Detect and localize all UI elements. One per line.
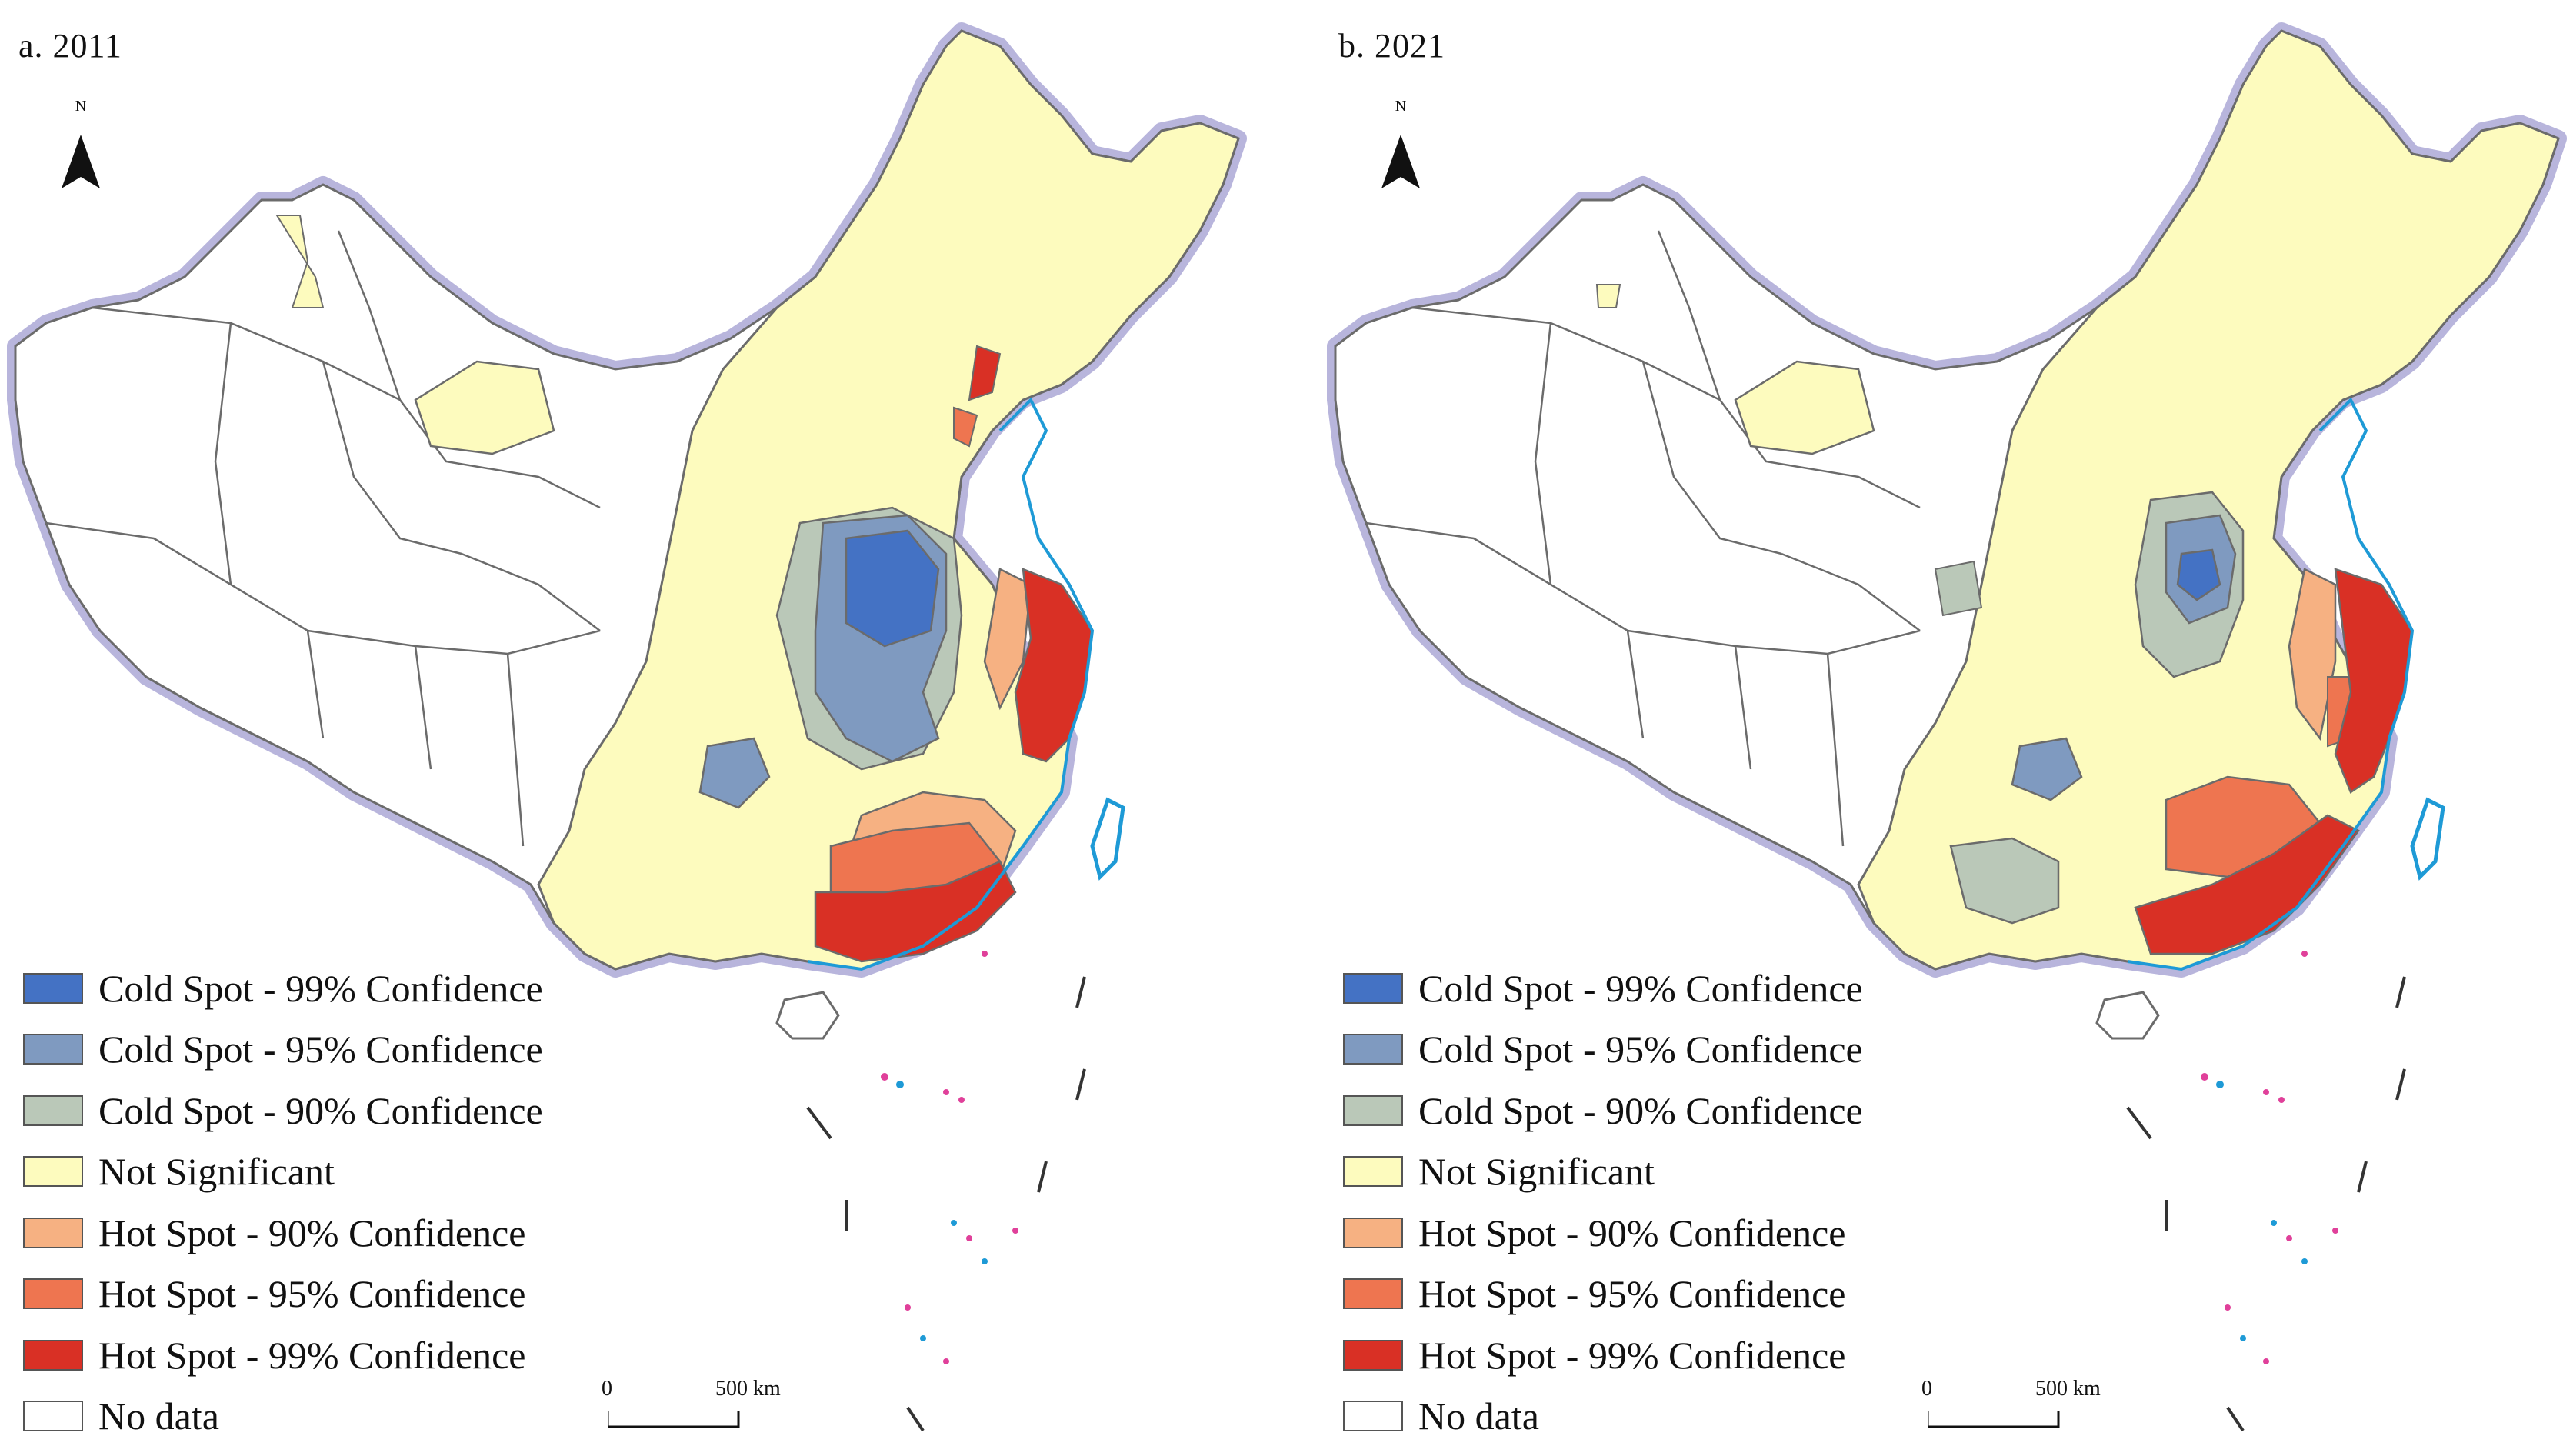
scale-end-label: 500 km: [715, 1377, 781, 1401]
legend-swatch: [1343, 1278, 1403, 1310]
legend-item: Hot Spot - 95% Confidence: [23, 1264, 543, 1325]
legend-item: Hot Spot - 90% Confidence: [1343, 1202, 1863, 1264]
legend-label: Cold Spot - 95% Confidence: [98, 1028, 543, 1071]
legend-item: Not Significant: [23, 1141, 543, 1203]
china-hotspot-map: [7, 22, 1247, 1432]
legend-swatch: [23, 1156, 83, 1188]
not-significant-north-sliver: [1595, 284, 1621, 308]
map-panel-2011: a. 2011 N Cold Spot - 99% Confidence Col…: [0, 0, 1286, 1456]
legend-label: Hot Spot - 90% Confidence: [1418, 1211, 1846, 1254]
legend-swatch: [23, 972, 83, 1004]
coastline: [2127, 397, 2415, 971]
china-hotspot-map: [1327, 22, 2567, 1432]
cold-spot-95-west: [698, 737, 771, 809]
north-arrow: N: [1374, 98, 1428, 196]
hot-spot-99-east: [1014, 568, 1094, 763]
island-dots: [2201, 951, 2338, 1364]
hot-spot-95-north: [953, 406, 978, 448]
legend-swatch: [23, 1401, 83, 1432]
legend-swatch: [23, 1278, 83, 1310]
scale-bar-line: [1928, 1411, 2060, 1428]
legend-label: Hot Spot - 99% Confidence: [1418, 1333, 1846, 1377]
legend-swatch: [1343, 972, 1403, 1004]
scale-bar: 0 500 km: [602, 1377, 785, 1438]
north-label: N: [1395, 98, 1407, 115]
legend-item: Cold Spot - 95% Confidence: [23, 1019, 543, 1081]
north-arrow: N: [54, 98, 108, 196]
legend-swatch: [23, 1094, 83, 1126]
north-label: N: [75, 98, 87, 115]
scale-zero-label: 0: [602, 1377, 612, 1401]
cold-spot-99-region: [2176, 548, 2221, 601]
legend-label: Cold Spot - 99% Confidence: [1418, 966, 1863, 1010]
legend-swatch: [1343, 1217, 1403, 1248]
hot-spot-99-east: [2334, 568, 2414, 794]
legend-label: Not Significant: [1418, 1150, 1655, 1194]
legend-label: Hot Spot - 95% Confidence: [1418, 1272, 1846, 1316]
legend-swatch: [23, 1034, 83, 1065]
legend-label: Hot Spot - 95% Confidence: [98, 1272, 526, 1316]
legend-label: Cold Spot - 95% Confidence: [1418, 1028, 1863, 1071]
legend: Cold Spot - 99% Confidence Cold Spot - 9…: [23, 958, 543, 1447]
hot-spot-99-south: [2134, 814, 2360, 955]
coastline: [807, 397, 1095, 971]
legend-label: Cold Spot - 90% Confidence: [98, 1088, 543, 1132]
legend-item: Cold Spot - 99% Confidence: [23, 958, 543, 1019]
cold-spot-90-mid: [1934, 560, 1983, 617]
scale-bar: 0 500 km: [1921, 1377, 2105, 1438]
legend-swatch: [1343, 1339, 1403, 1371]
legend-label: Hot Spot - 99% Confidence: [98, 1333, 526, 1377]
cold-spot-90-west: [1949, 837, 2060, 925]
scale-bar-line: [608, 1411, 740, 1428]
legend-item: Hot Spot - 95% Confidence: [1343, 1264, 1863, 1325]
taiwan-island: [2410, 797, 2445, 881]
legend-item: Cold Spot - 99% Confidence: [1343, 958, 1863, 1019]
legend-item: Cold Spot - 90% Confidence: [23, 1080, 543, 1141]
scale-end-label: 500 km: [2035, 1377, 2101, 1401]
legend-label: No data: [98, 1394, 219, 1438]
legend-label: Cold Spot - 90% Confidence: [1418, 1088, 1863, 1132]
legend: Cold Spot - 99% Confidence Cold Spot - 9…: [1343, 958, 1863, 1447]
legend-label: Cold Spot - 99% Confidence: [98, 966, 543, 1010]
island-dots: [881, 951, 1018, 1364]
taiwan-island: [1090, 797, 1125, 881]
hainan-island: [775, 991, 840, 1040]
hot-spot-99-north: [968, 345, 1002, 401]
legend-item: Hot Spot - 90% Confidence: [23, 1202, 543, 1264]
hot-spot-90-region: [2288, 568, 2337, 741]
legend-swatch: [1343, 1156, 1403, 1188]
legend-item: Cold Spot - 95% Confidence: [1343, 1019, 1863, 1081]
legend-item: Cold Spot - 90% Confidence: [1343, 1080, 1863, 1141]
north-arrow-icon: [1381, 135, 1420, 188]
scale-zero-label: 0: [1921, 1377, 1932, 1401]
south-china-sea-inset: [2126, 976, 2406, 1432]
south-china-sea-inset: [806, 976, 1086, 1432]
legend-label: Not Significant: [98, 1150, 335, 1194]
panel-title: b. 2021: [1338, 27, 1445, 65]
legend-item: Not Significant: [1343, 1141, 1863, 1203]
legend-item: No data: [23, 1386, 543, 1448]
western-borders: [45, 230, 601, 847]
not-significant-north-sliver: [275, 215, 325, 308]
western-borders: [1365, 230, 1921, 847]
not-significant-northwest: [414, 360, 555, 455]
not-significant-northwest: [1734, 360, 1875, 455]
hot-spot-99-south: [814, 860, 1017, 963]
cold-spot-95-west: [2011, 737, 2083, 801]
north-arrow-icon: [62, 135, 100, 188]
legend-swatch: [1343, 1401, 1403, 1432]
legend-swatch: [23, 1339, 83, 1371]
legend-item: Hot Spot - 99% Confidence: [23, 1324, 543, 1386]
legend-label: No data: [1418, 1394, 1539, 1438]
map-panel-2021: b. 2021 N Cold Spot - 99% Confidence Col…: [1320, 0, 2573, 1456]
legend-label: Hot Spot - 90% Confidence: [98, 1211, 526, 1254]
legend-item: Hot Spot - 99% Confidence: [1343, 1324, 1863, 1386]
cold-spot-99-region: [845, 529, 940, 648]
legend-swatch: [1343, 1094, 1403, 1126]
legend-item: No data: [1343, 1386, 1863, 1448]
hainan-island: [2095, 991, 2160, 1040]
legend-swatch: [23, 1217, 83, 1248]
panel-title: a. 2011: [18, 27, 122, 65]
legend-swatch: [1343, 1034, 1403, 1065]
